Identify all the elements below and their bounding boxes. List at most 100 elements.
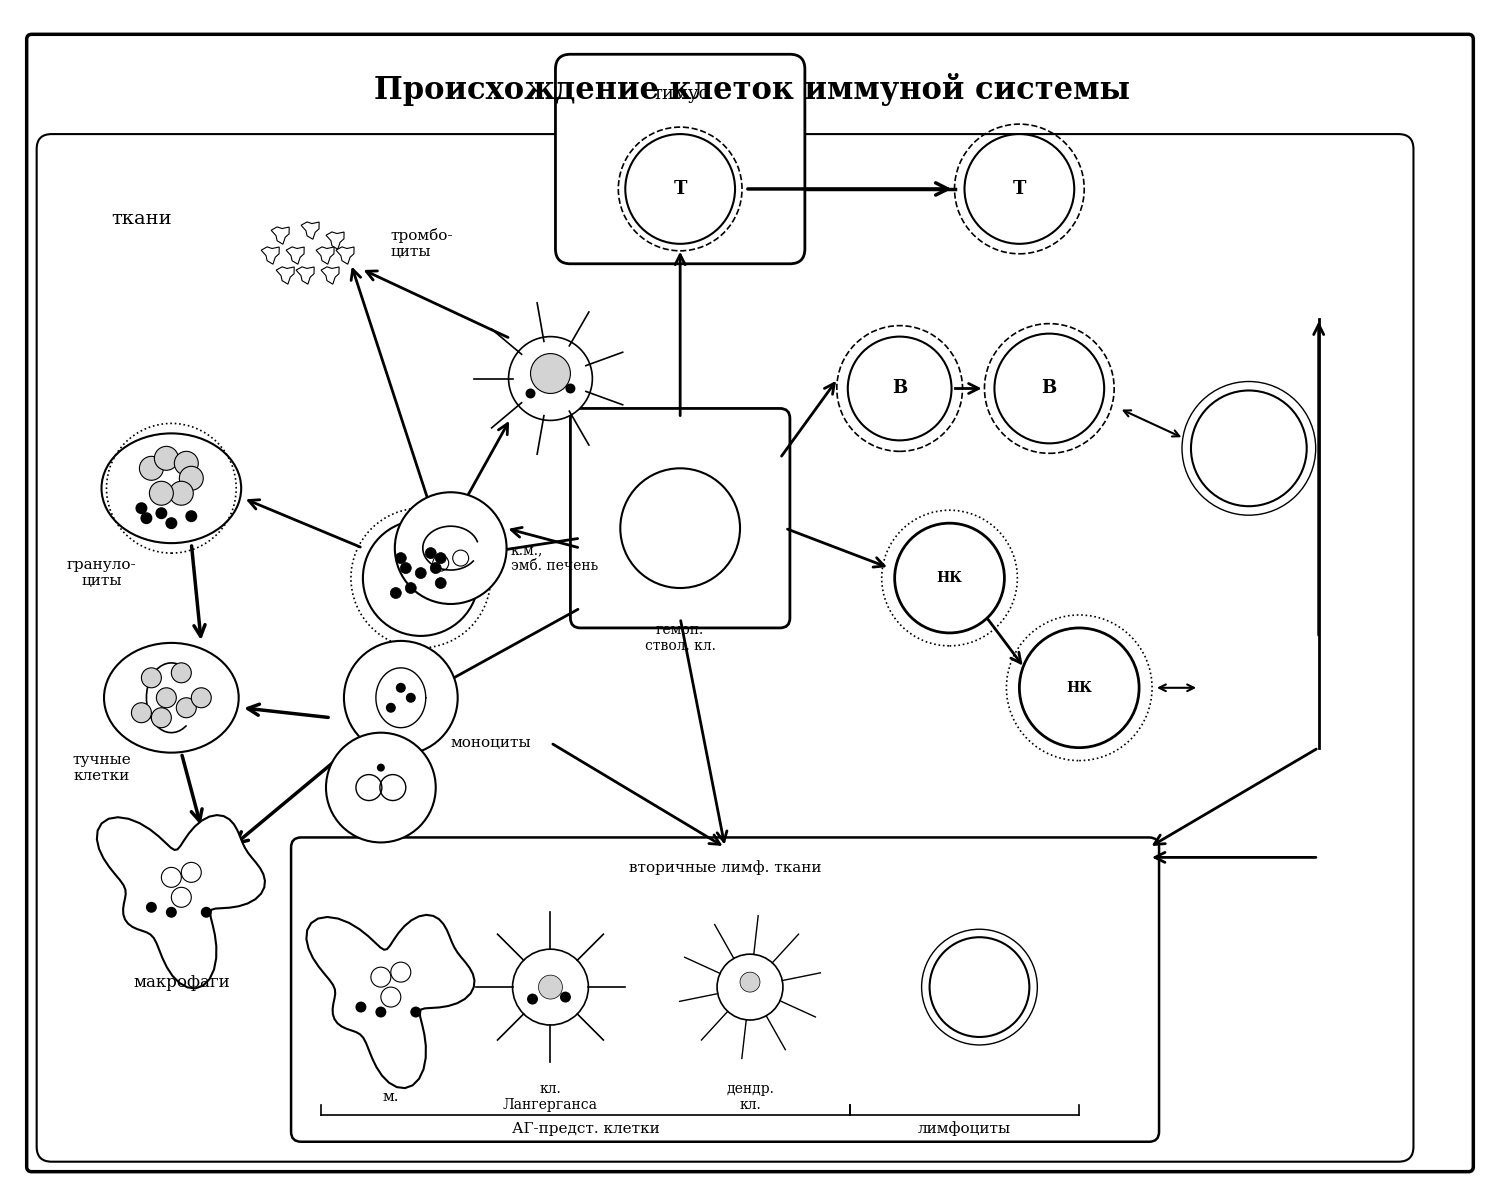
FancyBboxPatch shape xyxy=(27,35,1474,1172)
Circle shape xyxy=(717,954,784,1019)
Text: НК: НК xyxy=(1066,680,1092,695)
Polygon shape xyxy=(320,267,338,284)
Text: вторичные лимф. ткани: вторичные лимф. ткани xyxy=(629,860,821,875)
Text: Происхождение клеток иммуной системы: Происхождение клеток иммуной системы xyxy=(374,73,1130,105)
Text: T: T xyxy=(1012,180,1026,198)
Circle shape xyxy=(376,1006,387,1017)
Circle shape xyxy=(165,907,177,918)
Circle shape xyxy=(415,568,426,579)
Circle shape xyxy=(149,482,173,506)
Circle shape xyxy=(179,466,203,490)
Circle shape xyxy=(378,763,385,772)
Polygon shape xyxy=(335,247,353,265)
Polygon shape xyxy=(286,247,304,265)
Circle shape xyxy=(140,456,164,480)
FancyBboxPatch shape xyxy=(555,54,805,264)
Circle shape xyxy=(155,447,179,471)
Text: гемоп.
ствол. кл.: гемоп. ствол. кл. xyxy=(645,623,716,653)
Circle shape xyxy=(559,992,572,1003)
Circle shape xyxy=(176,697,197,718)
Text: НК: НК xyxy=(937,571,963,585)
Circle shape xyxy=(513,949,588,1025)
Polygon shape xyxy=(296,267,314,284)
Circle shape xyxy=(355,1002,367,1012)
Polygon shape xyxy=(277,267,295,284)
Circle shape xyxy=(174,452,199,476)
FancyBboxPatch shape xyxy=(570,409,790,628)
Circle shape xyxy=(848,337,952,441)
Circle shape xyxy=(344,641,457,755)
Circle shape xyxy=(508,337,593,420)
Ellipse shape xyxy=(101,434,241,543)
Circle shape xyxy=(131,703,152,722)
Ellipse shape xyxy=(104,643,239,752)
Circle shape xyxy=(538,975,562,999)
Circle shape xyxy=(531,353,570,393)
Polygon shape xyxy=(271,226,289,244)
Text: T: T xyxy=(674,180,687,198)
Text: B: B xyxy=(1042,380,1057,398)
Text: B: B xyxy=(892,380,907,398)
Circle shape xyxy=(626,134,735,244)
Circle shape xyxy=(525,388,535,399)
Text: макрофаги: макрофаги xyxy=(132,974,230,991)
Text: кл.
Лангерганса: кл. Лангерганса xyxy=(502,1082,599,1112)
Circle shape xyxy=(994,333,1104,443)
Text: тучные
клетки: тучные клетки xyxy=(72,752,131,782)
Circle shape xyxy=(929,937,1029,1037)
Circle shape xyxy=(185,510,197,522)
Circle shape xyxy=(165,518,177,530)
Polygon shape xyxy=(96,815,265,988)
Circle shape xyxy=(200,907,212,918)
Circle shape xyxy=(895,524,1005,633)
Polygon shape xyxy=(326,232,344,249)
Circle shape xyxy=(362,520,478,636)
Circle shape xyxy=(740,972,760,992)
Circle shape xyxy=(155,507,167,519)
Circle shape xyxy=(426,547,436,558)
Circle shape xyxy=(406,692,415,703)
Text: тромбо-
циты: тромбо- циты xyxy=(391,229,453,260)
Circle shape xyxy=(400,563,411,574)
Circle shape xyxy=(146,902,156,913)
Polygon shape xyxy=(307,915,474,1088)
Polygon shape xyxy=(301,222,319,240)
Text: моноциты: моноциты xyxy=(451,736,531,750)
Text: м.: м. xyxy=(382,1090,399,1103)
Circle shape xyxy=(435,552,447,563)
Text: тимус: тимус xyxy=(651,85,708,103)
Circle shape xyxy=(1191,391,1307,507)
Circle shape xyxy=(156,688,176,708)
Text: ткани: ткани xyxy=(111,210,171,228)
Circle shape xyxy=(396,683,406,692)
Circle shape xyxy=(171,662,191,683)
Circle shape xyxy=(387,703,396,713)
Circle shape xyxy=(170,482,194,506)
Circle shape xyxy=(326,733,436,842)
Text: дендр.
кл.: дендр. кл. xyxy=(726,1082,775,1112)
Circle shape xyxy=(435,577,447,588)
Circle shape xyxy=(391,587,402,599)
Polygon shape xyxy=(316,247,334,265)
Polygon shape xyxy=(262,247,280,265)
Text: грануло-
циты: грануло- циты xyxy=(66,558,137,588)
Circle shape xyxy=(396,552,406,563)
Circle shape xyxy=(526,993,538,1005)
Text: к.м.,
эмб. печень: к.м., эмб. печень xyxy=(510,543,597,573)
FancyBboxPatch shape xyxy=(292,837,1160,1142)
Circle shape xyxy=(140,513,152,525)
Circle shape xyxy=(411,1006,421,1017)
Circle shape xyxy=(135,502,147,514)
Text: АГ-предст. клетки: АГ-предст. клетки xyxy=(511,1121,659,1136)
Circle shape xyxy=(152,708,171,727)
Circle shape xyxy=(620,468,740,588)
Circle shape xyxy=(405,582,417,593)
Circle shape xyxy=(964,134,1074,244)
Circle shape xyxy=(396,492,507,604)
Circle shape xyxy=(141,667,161,688)
Circle shape xyxy=(430,563,441,574)
Circle shape xyxy=(191,688,211,708)
Circle shape xyxy=(1020,628,1139,748)
Circle shape xyxy=(566,383,576,393)
Text: лимфоциты: лимфоциты xyxy=(917,1121,1011,1136)
